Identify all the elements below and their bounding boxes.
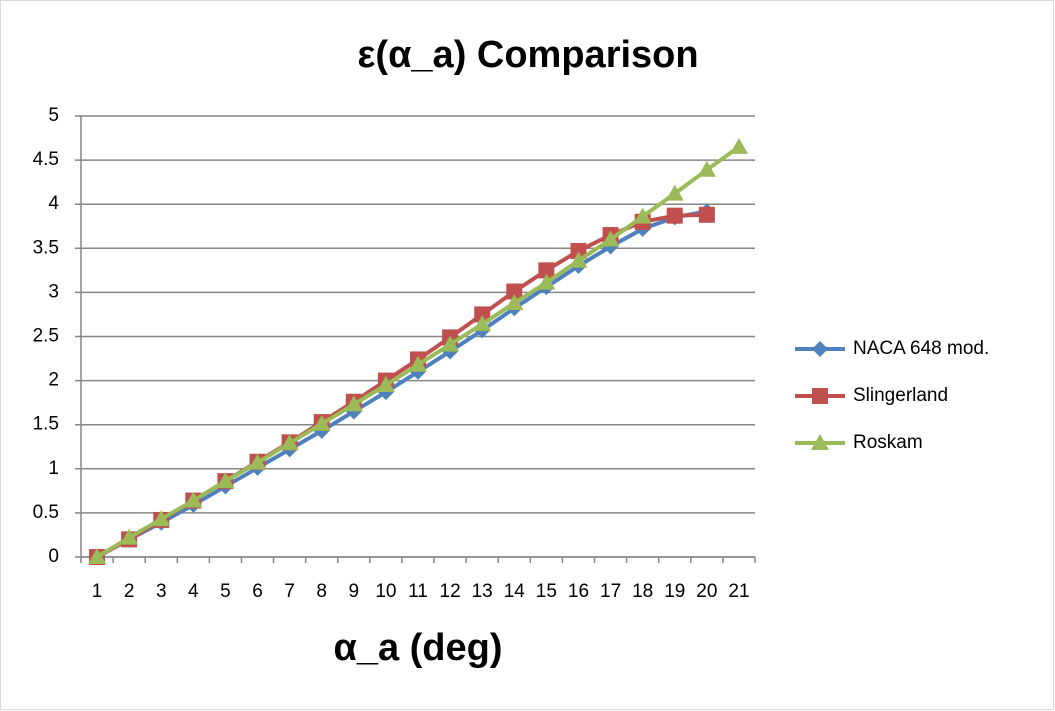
y-tick-label: 0.5: [33, 502, 59, 523]
x-tick-label: 6: [252, 581, 263, 602]
legend-marker: [812, 388, 828, 404]
legend-marker: [812, 341, 828, 357]
x-axis-label: α_a (deg): [333, 627, 502, 669]
y-tick-label: 2: [48, 370, 59, 391]
x-tick-label: 12: [440, 581, 461, 602]
legend-label: Slingerland: [853, 385, 948, 406]
y-tick-label: 4: [48, 193, 59, 214]
data-point: [152, 510, 171, 527]
x-tick-label: 18: [632, 581, 653, 602]
y-tick-label: 1.5: [33, 414, 59, 435]
data-point: [120, 528, 139, 545]
data-point: [666, 207, 683, 224]
y-tick-label: 3.5: [33, 237, 59, 258]
data-point: [570, 242, 587, 259]
data-point: [698, 206, 715, 223]
x-tick-label: 14: [504, 581, 526, 602]
data-point: [88, 548, 107, 564]
data-point: [474, 306, 491, 323]
data-point: [344, 395, 363, 412]
x-tick-label: 11: [408, 581, 428, 602]
data-point: [473, 315, 492, 332]
x-tick-label: 16: [568, 581, 589, 602]
data-point: [505, 293, 524, 310]
data-point: [376, 376, 395, 393]
data-point: [184, 491, 203, 508]
y-tick-label: 0: [48, 546, 59, 567]
data-point: [601, 230, 620, 247]
data-point: [697, 160, 716, 177]
x-tick-label: 3: [156, 581, 167, 602]
x-tick-label: 1: [92, 581, 103, 602]
data-point: [280, 434, 299, 451]
y-tick-label: 3: [48, 281, 59, 302]
data-point: [569, 251, 588, 268]
data-point: [409, 355, 427, 372]
x-tick-label: 15: [536, 581, 557, 602]
data-point: [312, 414, 331, 431]
x-tick-label: 2: [124, 581, 135, 602]
legend-label: NACA 648 mod.: [853, 338, 989, 359]
x-tick-label: 5: [220, 581, 231, 602]
y-tick-label: 4.5: [33, 149, 59, 170]
chart-title: ε(α_a) Comparison: [357, 34, 698, 76]
legend-marker: [811, 434, 829, 450]
data-point: [665, 184, 684, 201]
legend-label: Roskam: [853, 432, 923, 453]
y-tick-label: 1: [48, 458, 59, 479]
x-tick-label: 19: [664, 581, 685, 602]
x-tick-label: 8: [316, 581, 327, 602]
data-point: [506, 283, 523, 300]
x-tick-label: 17: [600, 581, 621, 602]
data-point: [537, 273, 556, 290]
data-point: [538, 262, 555, 279]
x-tick-label: 13: [472, 581, 493, 602]
data-point: [633, 207, 652, 224]
x-tick-label: 7: [284, 581, 295, 602]
x-tick-label: 4: [188, 581, 199, 602]
x-tick-label: 9: [349, 581, 360, 602]
y-tick-label: 5: [48, 105, 59, 126]
x-tick-label: 10: [375, 581, 396, 602]
x-tick-label: 21: [728, 581, 749, 602]
data-point: [248, 453, 267, 470]
x-tick-label: 20: [696, 581, 717, 602]
data-point: [216, 472, 235, 489]
data-point: [729, 137, 748, 154]
data-point: [441, 335, 460, 352]
y-tick-label: 2.5: [33, 326, 59, 347]
